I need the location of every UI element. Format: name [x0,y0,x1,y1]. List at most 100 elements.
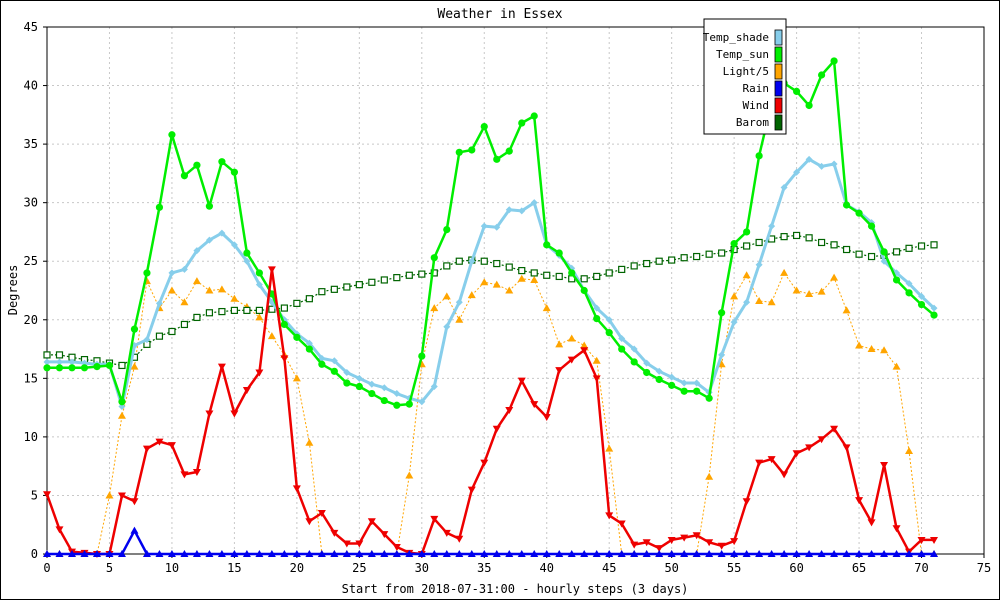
data-point-barom [842,245,851,254]
y-tick-label: 30 [24,196,38,210]
data-point-temp-sun [455,148,463,156]
data-point-wind [555,367,564,375]
data-point-barom [205,309,214,317]
data-point-rain [492,550,501,557]
data-point-temp-shade [68,358,76,366]
legend-label-rain: Rain [743,82,770,95]
data-point-temp-shade [530,199,538,207]
data-point-rain [455,550,464,557]
data-point-wind [517,377,526,385]
data-point-temp-shade [693,379,701,387]
data-point-rain [230,550,239,557]
data-point-barom [55,351,64,359]
data-point-barom [355,281,363,289]
legend-label-temp-sun: Temp_sun [716,48,769,61]
data-point-barom [43,351,51,359]
data-point-temp-shade [668,373,676,381]
data-point-rain [442,550,451,557]
data-point-barom [330,285,338,293]
data-point-wind [930,536,939,544]
data-point-light-5 [542,304,551,312]
data-point-wind [217,363,226,371]
data-point-wind [55,526,64,534]
data-point-wind [530,401,539,409]
data-point-rain [880,550,889,557]
data-point-rain [642,550,651,557]
legend-swatch-light-5 [774,63,783,80]
data-point-light-5 [717,360,726,368]
data-point-temp-shade [643,359,651,367]
data-point-light-5 [567,334,576,342]
data-point-wind [167,442,176,450]
data-point-wind [367,518,376,526]
data-point-rain [730,550,739,557]
data-point-temp-shade [218,229,226,237]
data-point-temp-shade [605,316,613,324]
data-point-light-5 [605,444,614,452]
data-point-barom [318,288,326,296]
data-point-rain [355,550,364,557]
data-point-wind [892,525,901,533]
data-point-temp-shade [255,281,263,289]
data-point-temp-sun [243,249,251,257]
data-point-rain [767,550,776,557]
data-point-barom [193,313,201,322]
x-tick-label: 25 [352,561,366,575]
data-point-light-5 [580,341,589,349]
data-point-light-5 [705,472,714,480]
data-point-light-5 [467,291,476,299]
data-point-rain [405,550,414,557]
x-tick-label: 0 [43,561,50,575]
legend-entries: Temp_shade Temp_sun Light/5 Rain Wind Barom [703,29,783,131]
data-point-rain [755,550,764,557]
data-point-temp-sun [655,375,663,384]
series-line-temp-shade [47,157,936,408]
data-point-temp-sun [593,315,601,323]
data-point-wind [680,534,689,542]
data-point-light-5 [405,471,414,479]
data-point-barom [855,250,863,258]
data-point-temp-sun [568,269,576,277]
data-point-rain [930,550,939,557]
data-point-light-5 [105,491,114,499]
data-point-temp-shade [480,222,488,230]
data-point-barom [280,304,288,312]
data-point-temp-sun [705,394,713,402]
data-point-temp-shade [305,339,313,347]
data-point-temp-sun [743,228,751,236]
data-point-temp-shade [493,223,501,231]
data-point-wind [305,518,314,526]
data-point-rain [892,550,901,557]
legend-swatch-temp-shade [774,29,783,46]
data-point-temp-sun [518,119,526,127]
data-point-barom [293,299,301,307]
y-tick-label: 40 [24,79,38,93]
data-point-temp-sun [230,168,238,176]
data-point-rain [92,550,101,557]
data-point-temp-shade [155,299,163,307]
data-point-barom [605,269,613,277]
data-point-rain [242,550,251,557]
data-point-barom [493,259,501,268]
data-point-wind [630,541,639,549]
data-point-light-5 [192,277,201,285]
data-point-barom [443,262,451,270]
y-tick-label: 45 [24,20,38,34]
data-point-temp-sun [880,248,888,256]
data-point-rain [842,550,851,557]
data-point-barom [655,257,663,265]
data-point-rain [530,550,539,557]
data-point-rain [655,550,664,557]
data-point-rain [542,550,551,557]
x-tick-label: 35 [477,561,491,575]
data-point-light-5 [842,306,851,314]
data-point-temp-shade [380,384,388,392]
data-point-wind [380,531,389,539]
data-point-temp-sun [343,379,351,387]
data-point-rain [617,550,626,557]
data-point-light-5 [892,362,901,370]
legend-label-temp-shade: Temp_shade [703,31,769,44]
data-point-temp-shade [880,257,888,265]
data-point-barom [305,295,313,303]
